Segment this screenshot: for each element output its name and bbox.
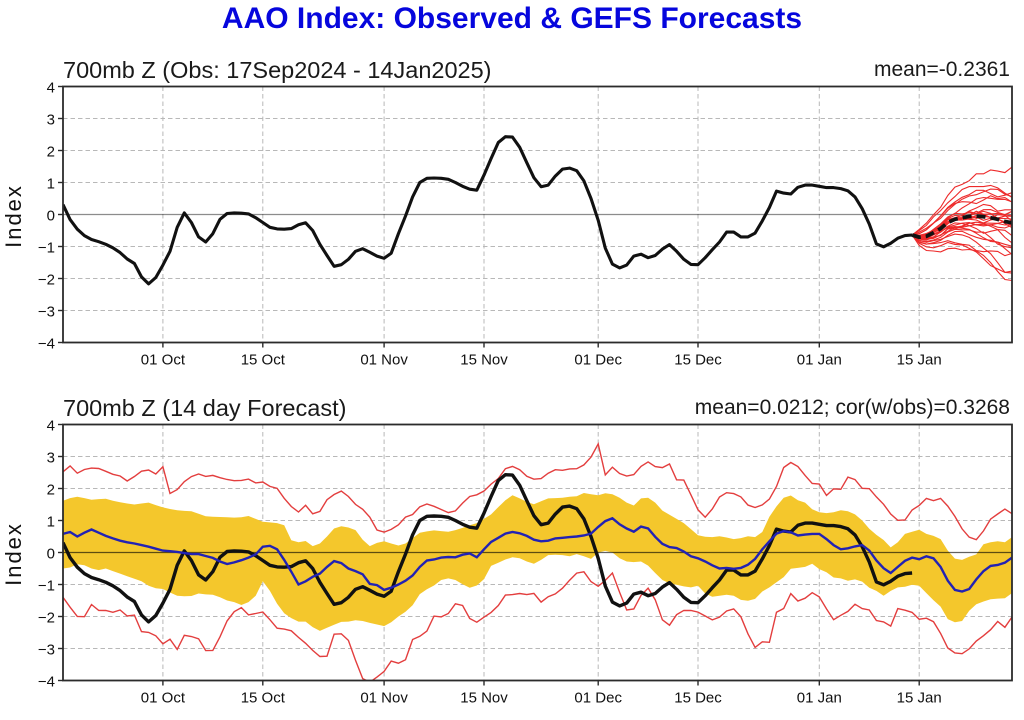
svg-text:700mb Z (14 day Forecast): 700mb Z (14 day Forecast) xyxy=(63,395,346,421)
svg-text:15 Oct: 15 Oct xyxy=(241,690,286,707)
svg-text:3: 3 xyxy=(47,449,55,466)
svg-text:−4: −4 xyxy=(38,673,55,690)
svg-text:01 Nov: 01 Nov xyxy=(360,690,408,707)
svg-text:15 Nov: 15 Nov xyxy=(460,690,508,707)
svg-text:15 Oct: 15 Oct xyxy=(241,352,286,369)
svg-text:mean=0.0212; cor(w/obs)=0.3268: mean=0.0212; cor(w/obs)=0.3268 xyxy=(695,396,1010,419)
svg-text:01 Oct: 01 Oct xyxy=(141,690,186,707)
svg-text:4: 4 xyxy=(47,79,55,96)
svg-text:2: 2 xyxy=(47,481,55,498)
svg-text:2: 2 xyxy=(47,143,55,160)
svg-text:mean=-0.2361: mean=-0.2361 xyxy=(874,58,1010,81)
svg-text:15 Jan: 15 Jan xyxy=(897,690,942,707)
svg-text:01 Jan: 01 Jan xyxy=(797,690,842,707)
svg-text:AAO Index: Observed & GEFS For: AAO Index: Observed & GEFS Forecasts xyxy=(222,2,802,35)
svg-text:−4: −4 xyxy=(38,335,55,352)
svg-text:15 Dec: 15 Dec xyxy=(674,352,722,369)
svg-text:01 Dec: 01 Dec xyxy=(574,690,622,707)
svg-text:−1: −1 xyxy=(38,239,55,256)
svg-text:0: 0 xyxy=(47,545,55,562)
svg-text:01 Nov: 01 Nov xyxy=(360,352,408,369)
svg-text:700mb Z (Obs: 17Sep2024 - 14Ja: 700mb Z (Obs: 17Sep2024 - 14Jan2025) xyxy=(63,57,492,83)
svg-text:0: 0 xyxy=(47,207,55,224)
svg-text:3: 3 xyxy=(47,111,55,128)
svg-text:01 Jan: 01 Jan xyxy=(797,352,842,369)
svg-text:−3: −3 xyxy=(38,641,55,658)
svg-text:4: 4 xyxy=(47,417,55,434)
svg-text:−2: −2 xyxy=(38,609,55,626)
svg-text:01 Dec: 01 Dec xyxy=(574,352,622,369)
svg-text:Index: Index xyxy=(1,522,26,586)
svg-text:−2: −2 xyxy=(38,271,55,288)
svg-text:01 Oct: 01 Oct xyxy=(141,352,186,369)
svg-text:15 Dec: 15 Dec xyxy=(674,690,722,707)
svg-text:15 Nov: 15 Nov xyxy=(460,352,508,369)
svg-text:15 Jan: 15 Jan xyxy=(897,352,942,369)
svg-text:−3: −3 xyxy=(38,303,55,320)
svg-text:1: 1 xyxy=(47,513,55,530)
svg-text:−1: −1 xyxy=(38,577,55,594)
svg-text:Index: Index xyxy=(1,184,26,248)
svg-text:1: 1 xyxy=(47,175,55,192)
